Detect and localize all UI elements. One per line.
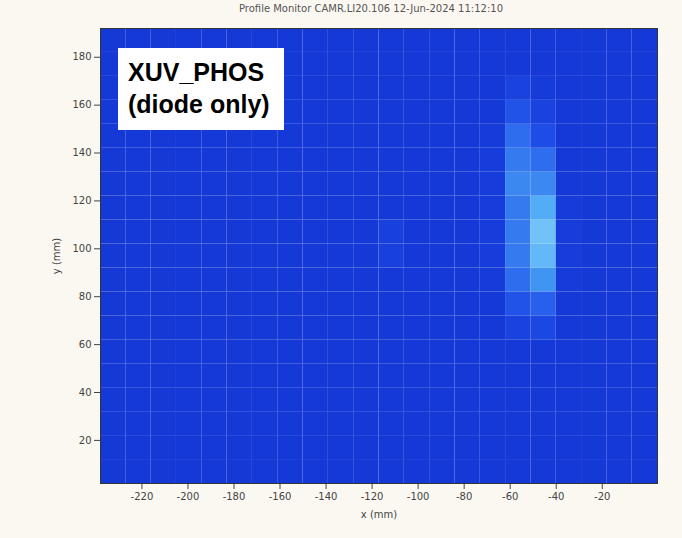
svg-text:-220: -220: [131, 491, 154, 502]
svg-text:-100: -100: [407, 491, 430, 502]
svg-text:40: 40: [79, 387, 92, 398]
svg-text:-80: -80: [456, 491, 472, 502]
html-text:Profile Monitor CAMR.LI20.106: Profile Monitor CAMR.LI20.106 12-Jun-202…: [239, 3, 503, 14]
svg-text:-200: -200: [177, 491, 200, 502]
svg-text:-120: -120: [361, 491, 384, 502]
svg-text:-20: -20: [594, 491, 610, 502]
svg-text:-140: -140: [315, 491, 338, 502]
svg-text:-40: -40: [548, 491, 564, 502]
svg-text:60: 60: [79, 339, 92, 350]
svg-text:20: 20: [79, 435, 92, 446]
svg-text:-180: -180: [223, 491, 246, 502]
svg-text:100: 100: [72, 243, 91, 254]
svg-text:-60: -60: [502, 491, 518, 502]
html-text:XUV_PHOS: XUV_PHOS: [128, 58, 265, 86]
svg-text:180: 180: [72, 51, 91, 62]
svg-text:160: 160: [72, 99, 91, 110]
svg-text:140: 140: [72, 147, 91, 158]
svg-text:120: 120: [72, 195, 91, 206]
svg-text:x (mm): x (mm): [361, 509, 397, 520]
html-text:(diode only): (diode only): [128, 90, 270, 118]
svg-text:y (mm): y (mm): [51, 238, 62, 274]
svg-text:-160: -160: [269, 491, 292, 502]
svg-text:80: 80: [79, 291, 92, 302]
